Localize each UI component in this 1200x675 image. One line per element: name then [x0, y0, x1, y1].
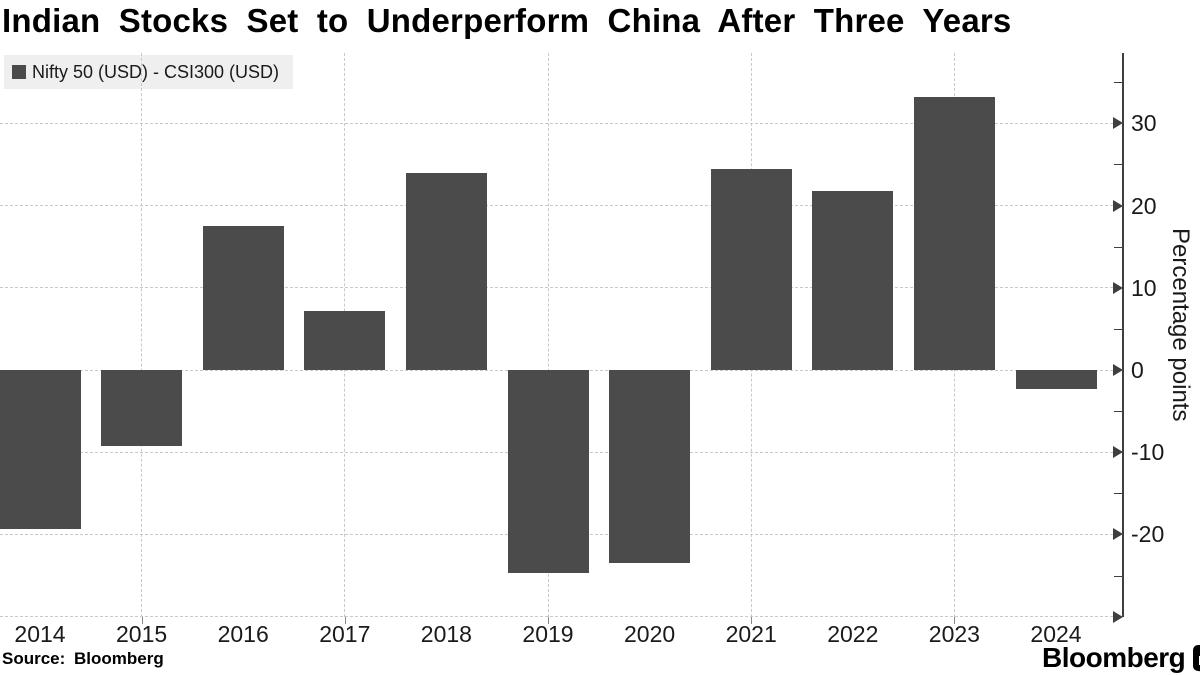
legend: Nifty 50 (USD) - CSI300 (USD) [4, 55, 294, 89]
y-minor-tick [1114, 82, 1122, 84]
y-minor-tick [1114, 246, 1122, 248]
y-minor-tick [1114, 164, 1122, 166]
bar-2017 [304, 310, 386, 370]
bar-2019 [507, 370, 589, 574]
bar-2023 [913, 96, 995, 370]
x-label-2021: 2021 [725, 621, 777, 647]
y-tick-arrow [1113, 528, 1123, 541]
x-label-2022: 2022 [827, 621, 879, 647]
y-tick-arrow [1113, 364, 1123, 376]
bar-2020 [609, 370, 691, 564]
y-minor-tick [1114, 328, 1122, 330]
bloomberg-chart-icon [1193, 644, 1200, 671]
y-gridline-20 [0, 205, 1123, 207]
legend-swatch-icon [12, 65, 26, 79]
y-tick-arrow [1113, 117, 1123, 130]
y-tick-label-10: 10 [1131, 274, 1157, 301]
bar-2014 [0, 370, 81, 529]
source-note: Source: Bloomberg [2, 649, 164, 668]
y-gridline--30 [0, 616, 1123, 618]
y-tick-label-0: 0 [1131, 357, 1144, 383]
y-tick-label--10: -10 [1131, 439, 1165, 466]
x-tick-2019 [548, 617, 549, 624]
x-tick-2021 [751, 617, 753, 624]
bar-2015 [101, 370, 183, 447]
y-tick-label--20: -20 [1131, 521, 1165, 548]
bar-2022 [812, 190, 894, 370]
x-label-2014: 2014 [14, 621, 66, 647]
x-label-2015: 2015 [116, 621, 168, 647]
x-label-2016: 2016 [217, 621, 269, 647]
x-gridline-2015 [141, 53, 143, 617]
y-tick-arrow [1113, 199, 1123, 212]
bar-2018 [405, 173, 487, 370]
y-axis-line [1122, 53, 1124, 617]
y-tick-label-30: 30 [1131, 110, 1157, 137]
chart-title: Indian Stocks Set to Underperform China … [2, 2, 1012, 39]
x-label-2018: 2018 [420, 621, 472, 647]
y-minor-tick [1114, 575, 1122, 577]
x-tick-2023 [954, 617, 956, 624]
y-minor-tick [1114, 493, 1122, 495]
bar-2024 [1015, 370, 1097, 389]
legend-label: Nifty 50 (USD) - CSI300 (USD) [32, 61, 280, 82]
x-label-2017: 2017 [319, 621, 371, 647]
x-gridline-2019 [547, 53, 549, 617]
bar-2016 [202, 226, 284, 370]
x-label-2020: 2020 [624, 621, 676, 647]
bloomberg-wordmark: Bloomberg [1042, 642, 1186, 673]
x-tick-2015 [141, 617, 143, 624]
y-tick-arrow [1113, 610, 1123, 623]
y-gridline-30 [0, 122, 1123, 124]
x-tick-2017 [344, 617, 346, 624]
y-tick-label-20: 20 [1131, 192, 1157, 219]
x-label-2023: 2023 [928, 621, 980, 647]
bar-2021 [710, 169, 792, 370]
y-tick-arrow [1113, 446, 1123, 459]
y-gridline-10 [0, 287, 1123, 289]
y-minor-tick [1114, 411, 1122, 413]
y-axis-title: Percentage points [1167, 228, 1194, 422]
bloomberg-logo: Bloomberg [1042, 642, 1200, 674]
y-tick-arrow [1113, 281, 1123, 294]
x-label-2019: 2019 [522, 621, 574, 647]
x-label-2024: 2024 [1030, 621, 1082, 647]
